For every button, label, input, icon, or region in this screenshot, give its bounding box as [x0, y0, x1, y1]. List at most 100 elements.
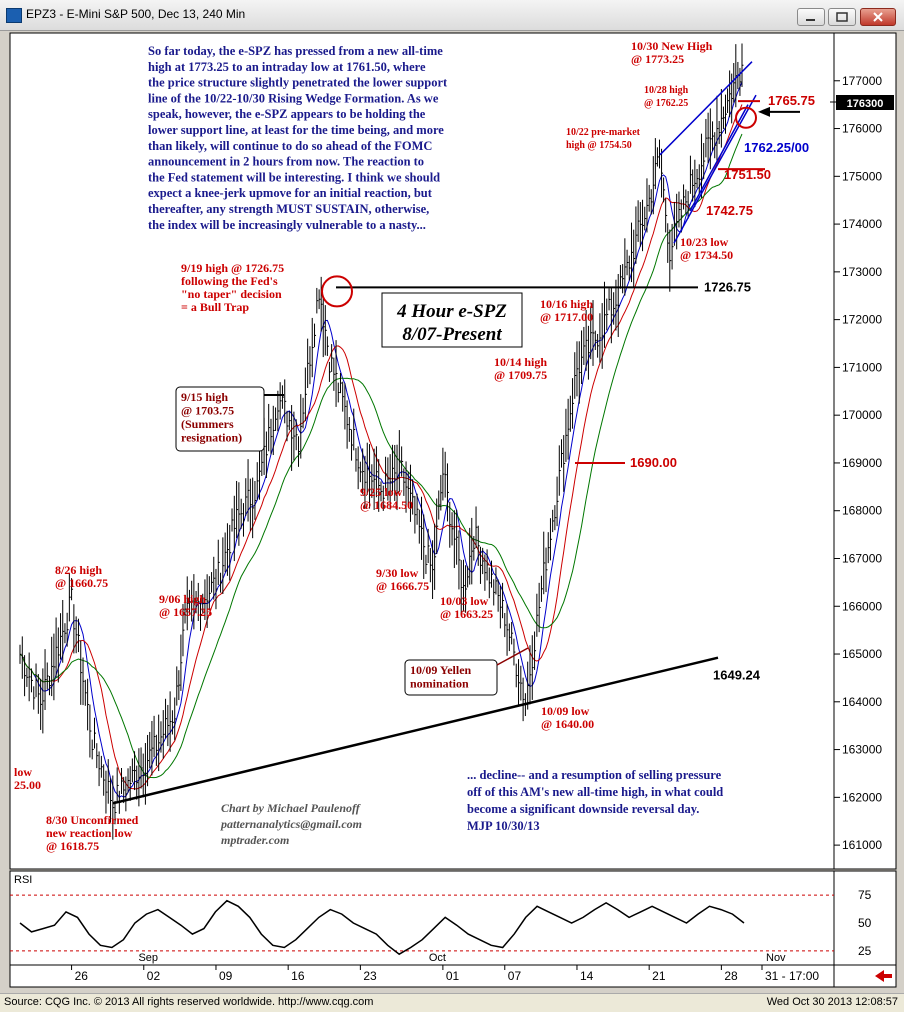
annotation-label: = a Bull Trap	[181, 300, 249, 314]
x-tick-label: 26	[75, 969, 89, 983]
price-bars	[19, 43, 744, 840]
maximize-button[interactable]	[828, 8, 856, 26]
x-month-label: Sep	[138, 952, 158, 964]
annotation-label: 10/14 high	[494, 355, 547, 369]
time-axis	[9, 964, 835, 988]
annotation-label: 10/28 high	[644, 85, 689, 96]
footer-timestamp: Wed Oct 30 2013 12:08:57	[766, 996, 898, 1008]
annotation-label: @ 1663.25	[440, 607, 493, 621]
x-axis-ticks: 26 02 09 16 23 01 07 14 21 28 31 - 17:00 Sep Oct Nov	[71, 952, 819, 983]
commentary-top-line: announcement in 2 hours from now. The re…	[148, 155, 424, 169]
annotation-label: @ 1666.75	[376, 579, 429, 593]
y-tick-label: 171000	[842, 360, 882, 374]
rising-wedge-lower-line	[673, 94, 757, 244]
annotation-label: 9/06 high	[159, 592, 206, 606]
price-levels: 1726.75 1690.00 1751.50 1742.75 1765.75 1762.…	[321, 93, 815, 683]
annotation-label: 8/30 Unconfirmed	[46, 813, 139, 827]
y-tick-label: 162000	[842, 790, 882, 804]
bull-trap-circle	[321, 275, 353, 308]
price-level-label: 1742.75	[706, 203, 753, 218]
commentary-top-line: So far today, the e-SPZ has pressed from…	[148, 44, 443, 58]
commentary-bottom-line: become a significant downside reversal d…	[467, 802, 699, 816]
annotation-label: @ 1640.00	[541, 717, 594, 731]
chart-credit-line: mptrader.com	[221, 833, 289, 847]
rsi-line	[19, 899, 745, 956]
x-tick-label: 31 - 17:00	[765, 969, 819, 983]
annotation-label: 10/30 New High	[631, 39, 713, 53]
wedge-break-circle	[735, 106, 757, 129]
price-axis	[833, 32, 897, 870]
rsi-tick-label: 75	[858, 888, 872, 902]
y-axis-ticks: 161000 162000 163000 164000 165000 166000 1670…	[834, 74, 882, 852]
y-tick-label: 163000	[842, 743, 882, 757]
chart-credit-line: Chart by Michael Paulenoff	[221, 801, 361, 815]
annotation-label: @ 1709.75	[494, 368, 547, 382]
price-level-label: 1690.00	[630, 455, 677, 470]
annotation-label: @ 1657.25	[159, 605, 212, 619]
chart-title-box	[381, 292, 523, 348]
annotation-label: high @ 1754.50	[566, 140, 632, 151]
annotation-label: 25.00	[14, 778, 41, 792]
annotation-label: 9/30 low	[376, 566, 419, 580]
annotation-label: @ 1717.00	[540, 310, 593, 324]
annotation-label: 10/16 high	[540, 297, 593, 311]
rsi-panel	[9, 870, 835, 966]
price-level-label: 1726.75	[704, 279, 751, 294]
annotation-label: @ 1734.50	[680, 248, 733, 262]
footer-source: Source: CQG Inc. © 2013 All rights reser…	[4, 996, 374, 1008]
minimize-icon	[806, 19, 815, 21]
x-month-label: Oct	[429, 952, 446, 964]
x-tick-label: 02	[147, 969, 161, 983]
annotation-box-label: @ 1703.75	[181, 404, 234, 418]
chart-credit-line: patternanalytics@gmail.com	[220, 817, 362, 831]
x-tick-label: 21	[652, 969, 666, 983]
close-icon	[873, 12, 883, 22]
close-button[interactable]	[860, 8, 896, 26]
commentary-top-line: the index will be increasingly vulnerabl…	[148, 218, 426, 232]
y-tick-label: 177000	[842, 74, 882, 88]
trendlines	[112, 61, 757, 805]
y-tick-label: 173000	[842, 265, 882, 279]
price-level-label: 1765.75	[768, 93, 815, 108]
commentary-top-line: the Fed statement will be interesting. I…	[148, 170, 440, 184]
y-tick-label: 166000	[842, 599, 882, 613]
x-tick-label: 23	[363, 969, 377, 983]
annotation-label: 10/03 low	[440, 594, 489, 608]
chart-app-icon	[6, 8, 22, 23]
commentary-top-line: thereafter, any strength MUST SUSTAIN, o…	[148, 202, 429, 216]
scroll-left-arrow-icon[interactable]	[875, 970, 884, 982]
annotation-label: low	[14, 765, 32, 779]
x-tick-label: 28	[724, 969, 738, 983]
y-tick-label: 161000	[842, 838, 882, 852]
annotation-label: 10/23 low	[680, 235, 729, 249]
commentary-top-line: than likely, will continue to do so ahea…	[148, 139, 432, 153]
annotation-label: 10/09 low	[541, 704, 590, 718]
annotation-connector	[496, 647, 529, 666]
minimize-button[interactable]	[797, 8, 825, 26]
y-tick-label: 175000	[842, 169, 882, 183]
chart-title: 4 Hour e-SPZ	[396, 301, 507, 322]
annotation-box-label: (Summers	[181, 417, 234, 431]
annotation-box-label: 9/15 high	[181, 390, 228, 404]
annotation-label: 10/22 pre-market	[566, 127, 641, 138]
x-tick-label: 14	[580, 969, 594, 983]
x-tick-label: 09	[219, 969, 233, 983]
x-month-label: Nov	[766, 952, 786, 964]
y-tick-label: 170000	[842, 408, 882, 422]
annotation-box-label: 10/09 Yellen	[410, 663, 472, 677]
long-term-support-line	[112, 656, 719, 805]
y-tick-label: 174000	[842, 217, 882, 231]
annotation-label: @ 1684.50	[360, 498, 413, 512]
x-tick-label: 01	[446, 969, 460, 983]
annotation-label: 9/19 high @ 1726.75	[181, 261, 284, 275]
annotation-label: @ 1773.25	[631, 52, 684, 66]
y-tick-label: 172000	[842, 313, 882, 327]
annotation-label: 8/26 high	[55, 563, 102, 577]
last-price-badge-bg	[836, 95, 894, 110]
y-tick-label: 165000	[842, 647, 882, 661]
commentary-top-line: expect a knee-jerk upmove for an initial…	[148, 186, 433, 200]
annotation-label: following the Fed's	[181, 274, 278, 288]
title-bar[interactable]: EPZ3 - E-Mini S&P 500, Dec 13, 240 Min	[0, 0, 904, 31]
